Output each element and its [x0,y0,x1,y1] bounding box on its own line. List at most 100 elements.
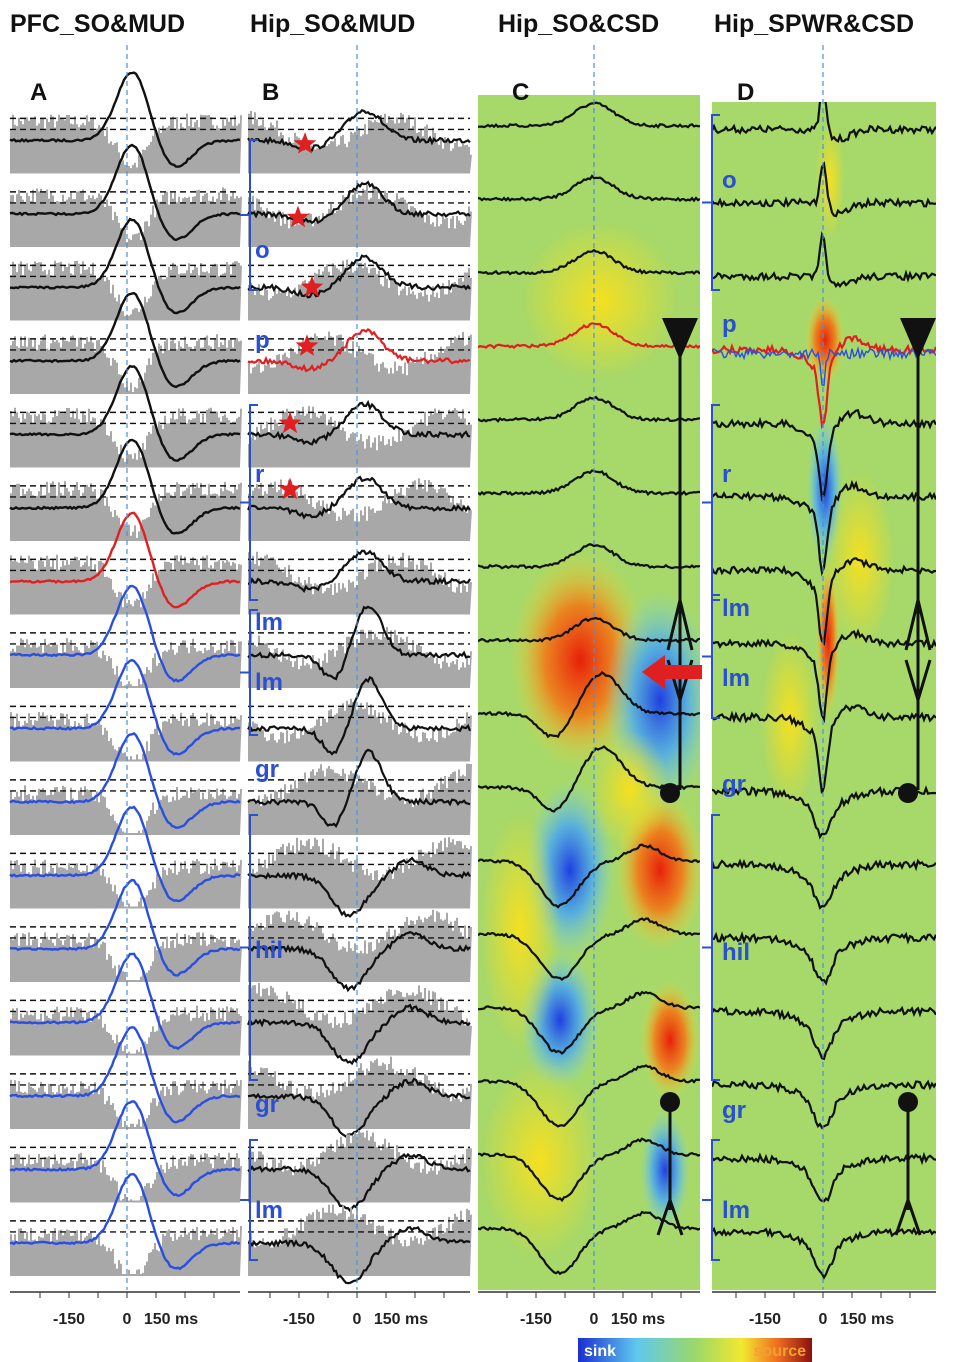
trace [712,479,936,577]
x-tick-label: 0 [353,1311,362,1328]
trace [247,605,471,681]
trace [478,248,700,276]
trace [247,1077,471,1139]
layer-bracket [702,114,720,291]
trace [712,704,936,794]
trace [712,557,936,646]
trace [247,930,471,993]
mud-histogram [248,627,472,688]
layer-bracket [240,1139,258,1261]
trace [9,658,241,756]
trace [712,1079,936,1130]
panel-title: PFC_SO&MUD [10,10,185,38]
star [278,477,302,500]
trace [478,990,700,1055]
layer-label: r [255,461,264,488]
colorbar [578,1338,812,1362]
mud-histogram [248,551,472,615]
trace [247,180,471,225]
trace [9,364,241,462]
trace [247,1152,471,1213]
mud-histogram [10,785,242,835]
layer-label: r [722,461,731,488]
granule-soma [660,783,680,803]
trace [478,1137,700,1203]
mud-histogram [248,111,472,174]
x-tick-label: 0 [819,1311,828,1328]
panel-letter: C [512,79,529,106]
mud-histogram [10,481,242,541]
star [286,205,310,228]
mud-histogram [10,1079,242,1129]
csd-blob [480,810,560,1050]
x-tick-label: 150 ms [144,1311,198,1328]
trace [9,731,241,830]
layer-label: hil [722,939,750,966]
x-tick-label: 0 [123,1311,132,1328]
layer-label: gr [255,1091,279,1118]
colorbar-high: source [754,1343,807,1360]
soma [662,318,698,360]
trace [478,843,700,909]
mud-histogram [10,334,242,394]
trace [9,805,241,903]
trace [10,878,241,977]
panel-title: Hip_SPWR&CSD [714,10,914,38]
mud-histogram [10,1226,242,1276]
csd-map [712,102,936,1280]
trace [478,1064,700,1128]
granule-soma [898,1092,918,1112]
trace [9,511,241,609]
trace [712,931,936,986]
trace [478,917,700,982]
star [278,411,302,434]
layer-label: p [255,327,270,354]
trace [712,102,936,143]
trace [478,745,700,813]
dendrite-fork [904,599,932,706]
mud-histogram [248,1130,472,1203]
trace [247,549,471,594]
star [300,275,324,298]
layer-bracket [240,139,258,291]
trace [9,584,241,683]
trace [712,858,936,910]
trace [9,1172,241,1271]
csd-blob [480,1060,600,1260]
x-tick-label: -150 [283,1311,315,1328]
layer-label: lm [255,1197,283,1224]
granule-fork [656,1195,684,1236]
layer-label: lm [722,665,750,692]
mud-histogram [248,1204,472,1276]
mud-histogram [10,858,242,909]
trace [248,1225,471,1285]
trace [478,395,700,423]
mud-histogram [10,407,242,468]
trace [478,616,700,644]
x-tick-label: -150 [53,1311,85,1328]
mud-histogram [10,1005,242,1056]
granule-fork [894,1195,922,1236]
layer-label: lm [722,595,750,622]
trace [712,628,936,724]
layer-bracket [702,594,720,719]
trace [247,856,471,918]
layer-bracket [240,404,258,601]
x-tick-label: 150 ms [840,1311,894,1328]
mud-histogram [10,1152,242,1203]
csd-blob [590,730,670,850]
trace [478,322,700,350]
x-tick-label: 150 ms [374,1311,428,1328]
trace [712,1005,936,1061]
csd-blob [520,220,680,380]
trace [478,101,700,129]
trace [478,469,700,497]
x-tick-label: -150 [749,1311,781,1328]
mud-histogram [248,763,472,835]
trace [9,438,241,535]
layer-label: p [722,311,737,338]
mud-histogram [10,932,242,982]
trace [712,161,936,218]
mud-histogram [10,113,242,174]
mud-histogram [248,837,472,909]
